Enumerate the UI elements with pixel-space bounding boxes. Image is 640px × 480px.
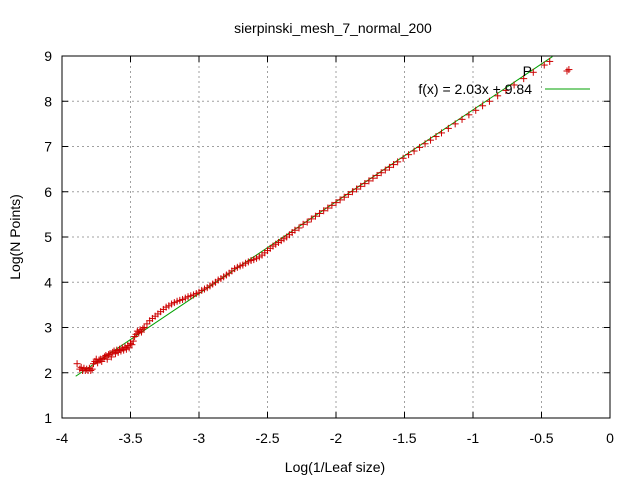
y-axis-label: Log(N Points) bbox=[7, 194, 23, 280]
data-point bbox=[340, 193, 348, 201]
x-tick-label: -4 bbox=[56, 430, 69, 446]
grid bbox=[62, 56, 610, 418]
data-point bbox=[320, 207, 328, 215]
data-point bbox=[405, 151, 413, 159]
data-point bbox=[565, 66, 573, 74]
data-point bbox=[88, 365, 96, 373]
data-point bbox=[437, 129, 445, 137]
data-point bbox=[129, 337, 137, 345]
data-point bbox=[432, 133, 440, 141]
data-point bbox=[465, 111, 473, 119]
data-point bbox=[353, 185, 361, 193]
data-point bbox=[520, 75, 528, 83]
y-tick-label: 1 bbox=[44, 410, 52, 426]
legend-label-fit: f(x) = 2.03x + 9.84 bbox=[418, 81, 532, 97]
x-tick-label: -2.5 bbox=[255, 430, 279, 446]
data-point bbox=[458, 115, 466, 123]
data-point bbox=[128, 341, 136, 349]
data-point bbox=[139, 325, 147, 333]
x-tick-label: -1 bbox=[467, 430, 480, 446]
y-tick-label: 9 bbox=[44, 48, 52, 64]
data-point bbox=[373, 171, 381, 179]
data-point bbox=[348, 188, 356, 196]
data-point bbox=[291, 226, 299, 234]
data-point bbox=[385, 163, 393, 171]
x-tick-label: -3.5 bbox=[118, 430, 142, 446]
x-axis-label: Log(1/Leaf size) bbox=[285, 459, 385, 475]
data-point bbox=[328, 201, 336, 209]
data-point bbox=[73, 360, 81, 368]
chart-title: sierpinski_mesh_7_normal_200 bbox=[234, 20, 432, 36]
data-point bbox=[357, 182, 365, 190]
x-tick-label: -1.5 bbox=[392, 430, 416, 446]
data-point bbox=[361, 180, 369, 188]
data-point bbox=[377, 169, 385, 177]
x-tick-label: 0 bbox=[606, 430, 614, 446]
data-point bbox=[485, 97, 493, 105]
data-point bbox=[381, 166, 389, 174]
data-point bbox=[390, 161, 398, 169]
data-point bbox=[479, 102, 487, 110]
legend-marker-points bbox=[563, 67, 571, 75]
data-point bbox=[416, 143, 424, 151]
x-tick-label: -3 bbox=[193, 430, 206, 446]
data-point bbox=[410, 147, 418, 155]
legend-plus-marker bbox=[563, 67, 571, 75]
data-point bbox=[472, 106, 480, 114]
data-point bbox=[137, 328, 145, 336]
data-point bbox=[295, 224, 303, 232]
data-point bbox=[299, 220, 307, 228]
y-tick-label: 4 bbox=[44, 274, 52, 290]
y-tick-label: 7 bbox=[44, 139, 52, 155]
data-point bbox=[140, 324, 148, 331]
data-point bbox=[394, 158, 402, 166]
data-point bbox=[421, 140, 429, 148]
ticks bbox=[61, 55, 611, 419]
y-tick-label: 3 bbox=[44, 320, 52, 336]
legend: P f(x) = 2.03x + 9.84 bbox=[418, 63, 590, 97]
data-point bbox=[510, 81, 518, 89]
data-point bbox=[427, 136, 435, 144]
tick-labels: -4 -3.5 -3 -2.5 -2 -1.5 -1 -0.5 0 1 2 3 4 5 6 7 8 9 bbox=[44, 48, 614, 446]
x-tick-label: -0.5 bbox=[529, 430, 553, 446]
data-point bbox=[444, 124, 452, 132]
data-point bbox=[344, 190, 352, 198]
data-point bbox=[502, 86, 510, 94]
data-point bbox=[336, 196, 344, 204]
y-tick-label: 5 bbox=[44, 229, 52, 245]
data-point bbox=[98, 357, 106, 365]
data-point bbox=[332, 199, 340, 207]
data-point bbox=[303, 218, 311, 226]
data-point bbox=[369, 174, 377, 182]
data-point bbox=[451, 120, 459, 128]
data-point bbox=[316, 209, 324, 217]
legend-label-points: P bbox=[523, 63, 532, 79]
data-point bbox=[307, 215, 315, 223]
y-tick-label: 6 bbox=[44, 184, 52, 200]
data-point bbox=[529, 68, 537, 76]
data-point bbox=[107, 353, 115, 361]
data-point bbox=[399, 154, 407, 162]
data-point bbox=[87, 366, 95, 374]
data-point bbox=[494, 92, 502, 100]
data-point bbox=[311, 212, 319, 220]
data-point bbox=[365, 177, 373, 185]
data-point bbox=[103, 355, 111, 363]
data-point bbox=[546, 57, 554, 65]
data-point bbox=[324, 204, 332, 212]
x-tick-label: -2 bbox=[330, 430, 343, 446]
data-layer bbox=[73, 56, 573, 377]
y-tick-label: 8 bbox=[44, 93, 52, 109]
data-point bbox=[540, 61, 548, 69]
y-tick-label: 2 bbox=[44, 365, 52, 381]
